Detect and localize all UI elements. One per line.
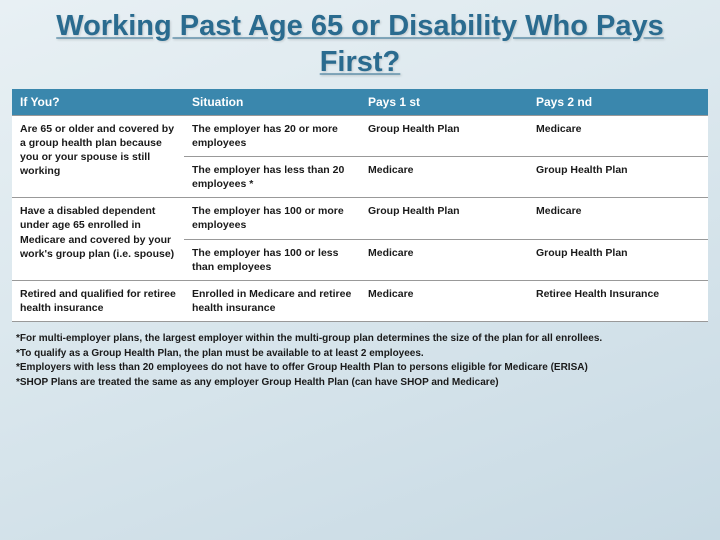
cell-pays1: Medicare xyxy=(360,240,528,280)
cell-situation: Enrolled in Medicare and retiree health … xyxy=(184,281,360,321)
table-header-row: If You? Situation Pays 1 st Pays 2 nd xyxy=(12,89,708,115)
cell-pays1: Medicare xyxy=(360,281,528,321)
table-row: The employer has 100 or more employees G… xyxy=(184,198,708,239)
table-row: The employer has 100 or less than employ… xyxy=(184,240,708,280)
cell-situation: The employer has 100 or less than employ… xyxy=(184,240,360,280)
table-group: Have a disabled dependent under age 65 e… xyxy=(12,197,708,280)
payer-table: If You? Situation Pays 1 st Pays 2 nd Ar… xyxy=(12,89,708,323)
footnotes: *For multi-employer plans, the largest e… xyxy=(0,328,720,390)
cell-pays2: Medicare xyxy=(528,198,708,238)
table-row: The employer has 20 or more employees Gr… xyxy=(184,116,708,157)
cell-situation: The employer has 20 or more employees xyxy=(184,116,360,156)
footnote-line: *For multi-employer plans, the largest e… xyxy=(16,332,704,347)
footnote-line: *Employers with less than 20 employees d… xyxy=(16,361,704,376)
cell-pays2: Group Health Plan xyxy=(528,157,708,197)
footnote-line: *SHOP Plans are treated the same as any … xyxy=(16,376,704,391)
cell-ifyou: Are 65 or older and covered by a group h… xyxy=(12,116,184,198)
cell-pays1: Medicare xyxy=(360,157,528,197)
cell-pays1: Group Health Plan xyxy=(360,116,528,156)
header-pays1: Pays 1 st xyxy=(360,89,528,115)
table-group: Are 65 or older and covered by a group h… xyxy=(12,115,708,198)
cell-ifyou: Retired and qualified for retiree health… xyxy=(12,281,184,321)
cell-pays1: Group Health Plan xyxy=(360,198,528,238)
table-row: The employer has less than 20 employees … xyxy=(184,157,708,197)
cell-pays2: Retiree Health Insurance xyxy=(528,281,708,321)
header-situation: Situation xyxy=(184,89,360,115)
cell-pays2: Group Health Plan xyxy=(528,240,708,280)
cell-pays2: Medicare xyxy=(528,116,708,156)
footnote-line: *To qualify as a Group Health Plan, the … xyxy=(16,347,704,362)
header-pays2: Pays 2 nd xyxy=(528,89,708,115)
cell-ifyou: Have a disabled dependent under age 65 e… xyxy=(12,198,184,280)
cell-situation: The employer has less than 20 employees … xyxy=(184,157,360,197)
header-ifyou: If You? xyxy=(12,89,184,115)
table-row: Enrolled in Medicare and retiree health … xyxy=(184,281,708,321)
table-group: Retired and qualified for retiree health… xyxy=(12,280,708,322)
slide-title: Working Past Age 65 or Disability Who Pa… xyxy=(0,0,720,81)
cell-situation: The employer has 100 or more employees xyxy=(184,198,360,238)
